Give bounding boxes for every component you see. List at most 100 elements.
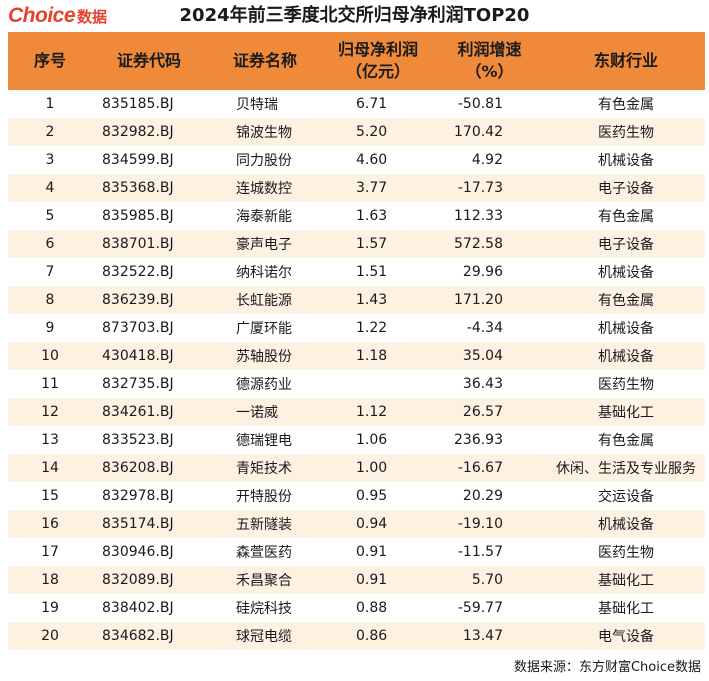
cell-profit: 4.60 [356, 152, 388, 168]
cell-growth: -17.73 [432, 174, 547, 202]
table-row: 19 838402.BJ 硅烷科技 0.88 -59.77 基础化工 [8, 594, 705, 622]
cell-industry: 有色金属 [547, 286, 705, 314]
cell-name: 森萱医药 [236, 545, 292, 561]
cell-name: 苏轴股份 [206, 342, 324, 370]
header-profit: 归母净利润 （亿元） [324, 32, 432, 90]
cell-code: 838402.BJ [102, 600, 174, 616]
header-name: 证券名称 [206, 32, 324, 90]
cell-code: 430418.BJ [92, 342, 206, 370]
table-row: 18 832089.BJ 禾昌聚合 0.91 5.70 基础化工 [8, 566, 705, 594]
cell-growth: 36.43 [462, 376, 503, 392]
cell-profit: 1.57 [324, 230, 432, 258]
page-title: 2024年前三季度北交所归母净利润TOP20 [179, 5, 530, 26]
header-profit-line2: （亿元） [345, 62, 410, 81]
cell-profit: 1.12 [324, 398, 432, 426]
logo-suffix: 数据 [77, 7, 108, 26]
table-row: 20 834682.BJ 球冠电缆 0.86 13.47 电气设备 [8, 622, 705, 650]
cell-industry: 机械设备 [547, 342, 705, 370]
cell-rank: 2 [8, 118, 92, 146]
cell-industry: 基础化工 [598, 601, 654, 617]
cell-rank: 12 [8, 398, 92, 426]
cell-growth: 572.58 [432, 230, 547, 258]
cell-profit: 0.95 [356, 488, 388, 504]
cell-code: 835174.BJ [92, 510, 206, 538]
header-industry: 东财行业 [547, 32, 705, 90]
table-row: 12 834261.BJ 一诺威 1.12 26.57 基础化工 [8, 398, 705, 426]
cell-growth: 171.20 [432, 286, 547, 314]
table-row: 4 835368.BJ 连城数控 3.77 -17.73 电子设备 [8, 174, 705, 202]
table-row: 13 833523.BJ 德瑞锂电 1.06 236.93 有色金属 [8, 426, 705, 454]
cell-profit: 0.88 [356, 600, 388, 616]
cell-name: 连城数控 [206, 174, 324, 202]
cell-code: 832982.BJ [92, 118, 206, 146]
cell-industry: 交运设备 [598, 489, 654, 505]
cell-profit: 1.63 [356, 208, 388, 224]
data-source-note: 数据来源：东方财富Choice数据 [513, 660, 701, 675]
cell-code: 834682.BJ [92, 622, 206, 650]
cell-profit: 0.91 [324, 566, 432, 594]
cell-profit: 1.06 [356, 432, 388, 448]
table-row: 1 835185.BJ 贝特瑞 6.71 -50.81 有色金属 [8, 90, 705, 118]
header-profit-line1: 归母净利润 [337, 40, 418, 59]
cell-industry: 有色金属 [598, 433, 654, 449]
cell-code: 873703.BJ [102, 320, 174, 336]
cell-name: 豪声电子 [206, 230, 324, 258]
choice-logo: Choice 数据 [8, 4, 107, 28]
cell-industry: 医药生物 [547, 118, 705, 146]
cell-profit: 0.86 [324, 622, 432, 650]
table-row: 7 832522.BJ 纳科诺尔 1.51 29.96 机械设备 [8, 258, 705, 286]
cell-rank: 18 [8, 566, 92, 594]
cell-name: 海泰新能 [236, 209, 292, 225]
cell-name: 禾昌聚合 [206, 566, 324, 594]
cell-industry: 机械设备 [598, 265, 654, 281]
table-row: 9 873703.BJ 广厦环能 1.22 -4.34 机械设备 [8, 314, 705, 342]
cell-name: 锦波生物 [206, 118, 324, 146]
cell-rank: 20 [8, 622, 92, 650]
cell-code: 835985.BJ [102, 208, 174, 224]
cell-name: 纳科诺尔 [236, 265, 292, 281]
cell-code: 832735.BJ [102, 376, 174, 392]
cell-rank: 17 [41, 544, 59, 560]
cell-code: 835368.BJ [92, 174, 206, 202]
cell-code: 836239.BJ [92, 286, 206, 314]
cell-name: 广厦环能 [236, 321, 292, 337]
cell-code: 836208.BJ [92, 454, 206, 482]
cell-name: 贝特瑞 [236, 97, 278, 113]
cell-industry: 基础化工 [547, 398, 705, 426]
cell-industry: 机械设备 [598, 321, 654, 337]
header-code: 证券代码 [92, 32, 206, 90]
cell-rank: 14 [8, 454, 92, 482]
cell-rank: 5 [45, 208, 55, 224]
cell-code: 832089.BJ [92, 566, 206, 594]
cell-growth: 236.93 [454, 432, 503, 448]
cell-growth: -59.77 [457, 600, 503, 616]
cell-industry: 医药生物 [598, 545, 654, 561]
cell-profit: 0.91 [356, 544, 388, 560]
cell-industry: 休闲、生活及专业服务 [547, 454, 705, 482]
cell-rank: 1 [45, 96, 55, 112]
cell-growth: 5.70 [432, 566, 547, 594]
cell-name: 开特股份 [236, 489, 292, 505]
header-growth: 利润增速 （%） [432, 32, 547, 90]
cell-industry: 有色金属 [598, 97, 654, 113]
cell-name: 长虹能源 [206, 286, 324, 314]
cell-growth: 29.96 [462, 264, 503, 280]
cell-profit: 1.22 [356, 320, 388, 336]
cell-rank: 4 [8, 174, 92, 202]
cell-rank: 11 [41, 376, 59, 392]
cell-name: 青矩技术 [206, 454, 324, 482]
cell-rank: 13 [41, 432, 59, 448]
cell-growth: -4.34 [466, 320, 503, 336]
cell-growth: -11.57 [457, 544, 503, 560]
cell-rank: 19 [41, 600, 59, 616]
cell-rank: 7 [45, 264, 55, 280]
cell-rank: 16 [8, 510, 92, 538]
table-header-row: 序号 证券代码 证券名称 归母净利润 （亿元） 利润增速 （%） 东财行业 [8, 32, 705, 90]
table-row: 16 835174.BJ 五新隧装 0.94 -19.10 机械设备 [8, 510, 705, 538]
cell-rank: 6 [8, 230, 92, 258]
table-row: 3 834599.BJ 同力股份 4.60 4.92 机械设备 [8, 146, 705, 174]
cell-growth: 26.57 [432, 398, 547, 426]
cell-industry: 电子设备 [547, 230, 705, 258]
cell-growth: 4.92 [471, 152, 503, 168]
table-row: 14 836208.BJ 青矩技术 1.00 -16.67 休闲、生活及专业服务 [8, 454, 705, 482]
